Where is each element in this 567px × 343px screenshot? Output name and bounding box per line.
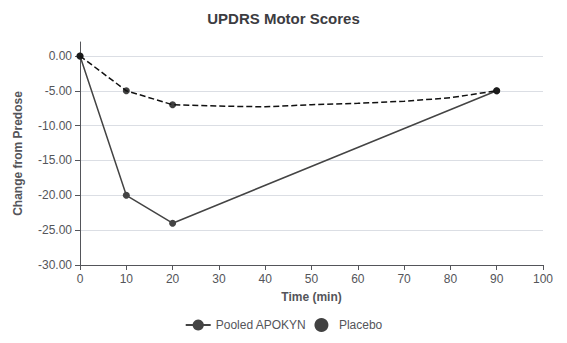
svg-text:0: 0 <box>77 272 84 286</box>
svg-text:-30.00: -30.00 <box>38 258 72 272</box>
svg-text:-20.00: -20.00 <box>38 188 72 202</box>
svg-text:0.00: 0.00 <box>49 49 73 63</box>
svg-text:20: 20 <box>166 272 180 286</box>
svg-text:Pooled APOKYN: Pooled APOKYN <box>216 318 306 332</box>
svg-text:-10.00: -10.00 <box>38 119 72 133</box>
svg-text:-5.00: -5.00 <box>45 84 73 98</box>
svg-text:80: 80 <box>444 272 458 286</box>
svg-text:Placebo: Placebo <box>339 318 383 332</box>
svg-text:70: 70 <box>397 272 411 286</box>
svg-text:100: 100 <box>533 272 553 286</box>
svg-text:Time (min): Time (min) <box>281 290 341 304</box>
svg-text:90: 90 <box>490 272 504 286</box>
svg-text:-15.00: -15.00 <box>38 153 72 167</box>
svg-text:60: 60 <box>351 272 365 286</box>
svg-text:Change from Predose: Change from Predose <box>11 91 25 216</box>
svg-text:40: 40 <box>259 272 273 286</box>
svg-text:-25.00: -25.00 <box>38 223 72 237</box>
svg-text:30: 30 <box>212 272 226 286</box>
svg-text:10: 10 <box>120 272 134 286</box>
svg-text:50: 50 <box>305 272 319 286</box>
svg-text:UPDRS Motor Scores: UPDRS Motor Scores <box>207 10 360 27</box>
